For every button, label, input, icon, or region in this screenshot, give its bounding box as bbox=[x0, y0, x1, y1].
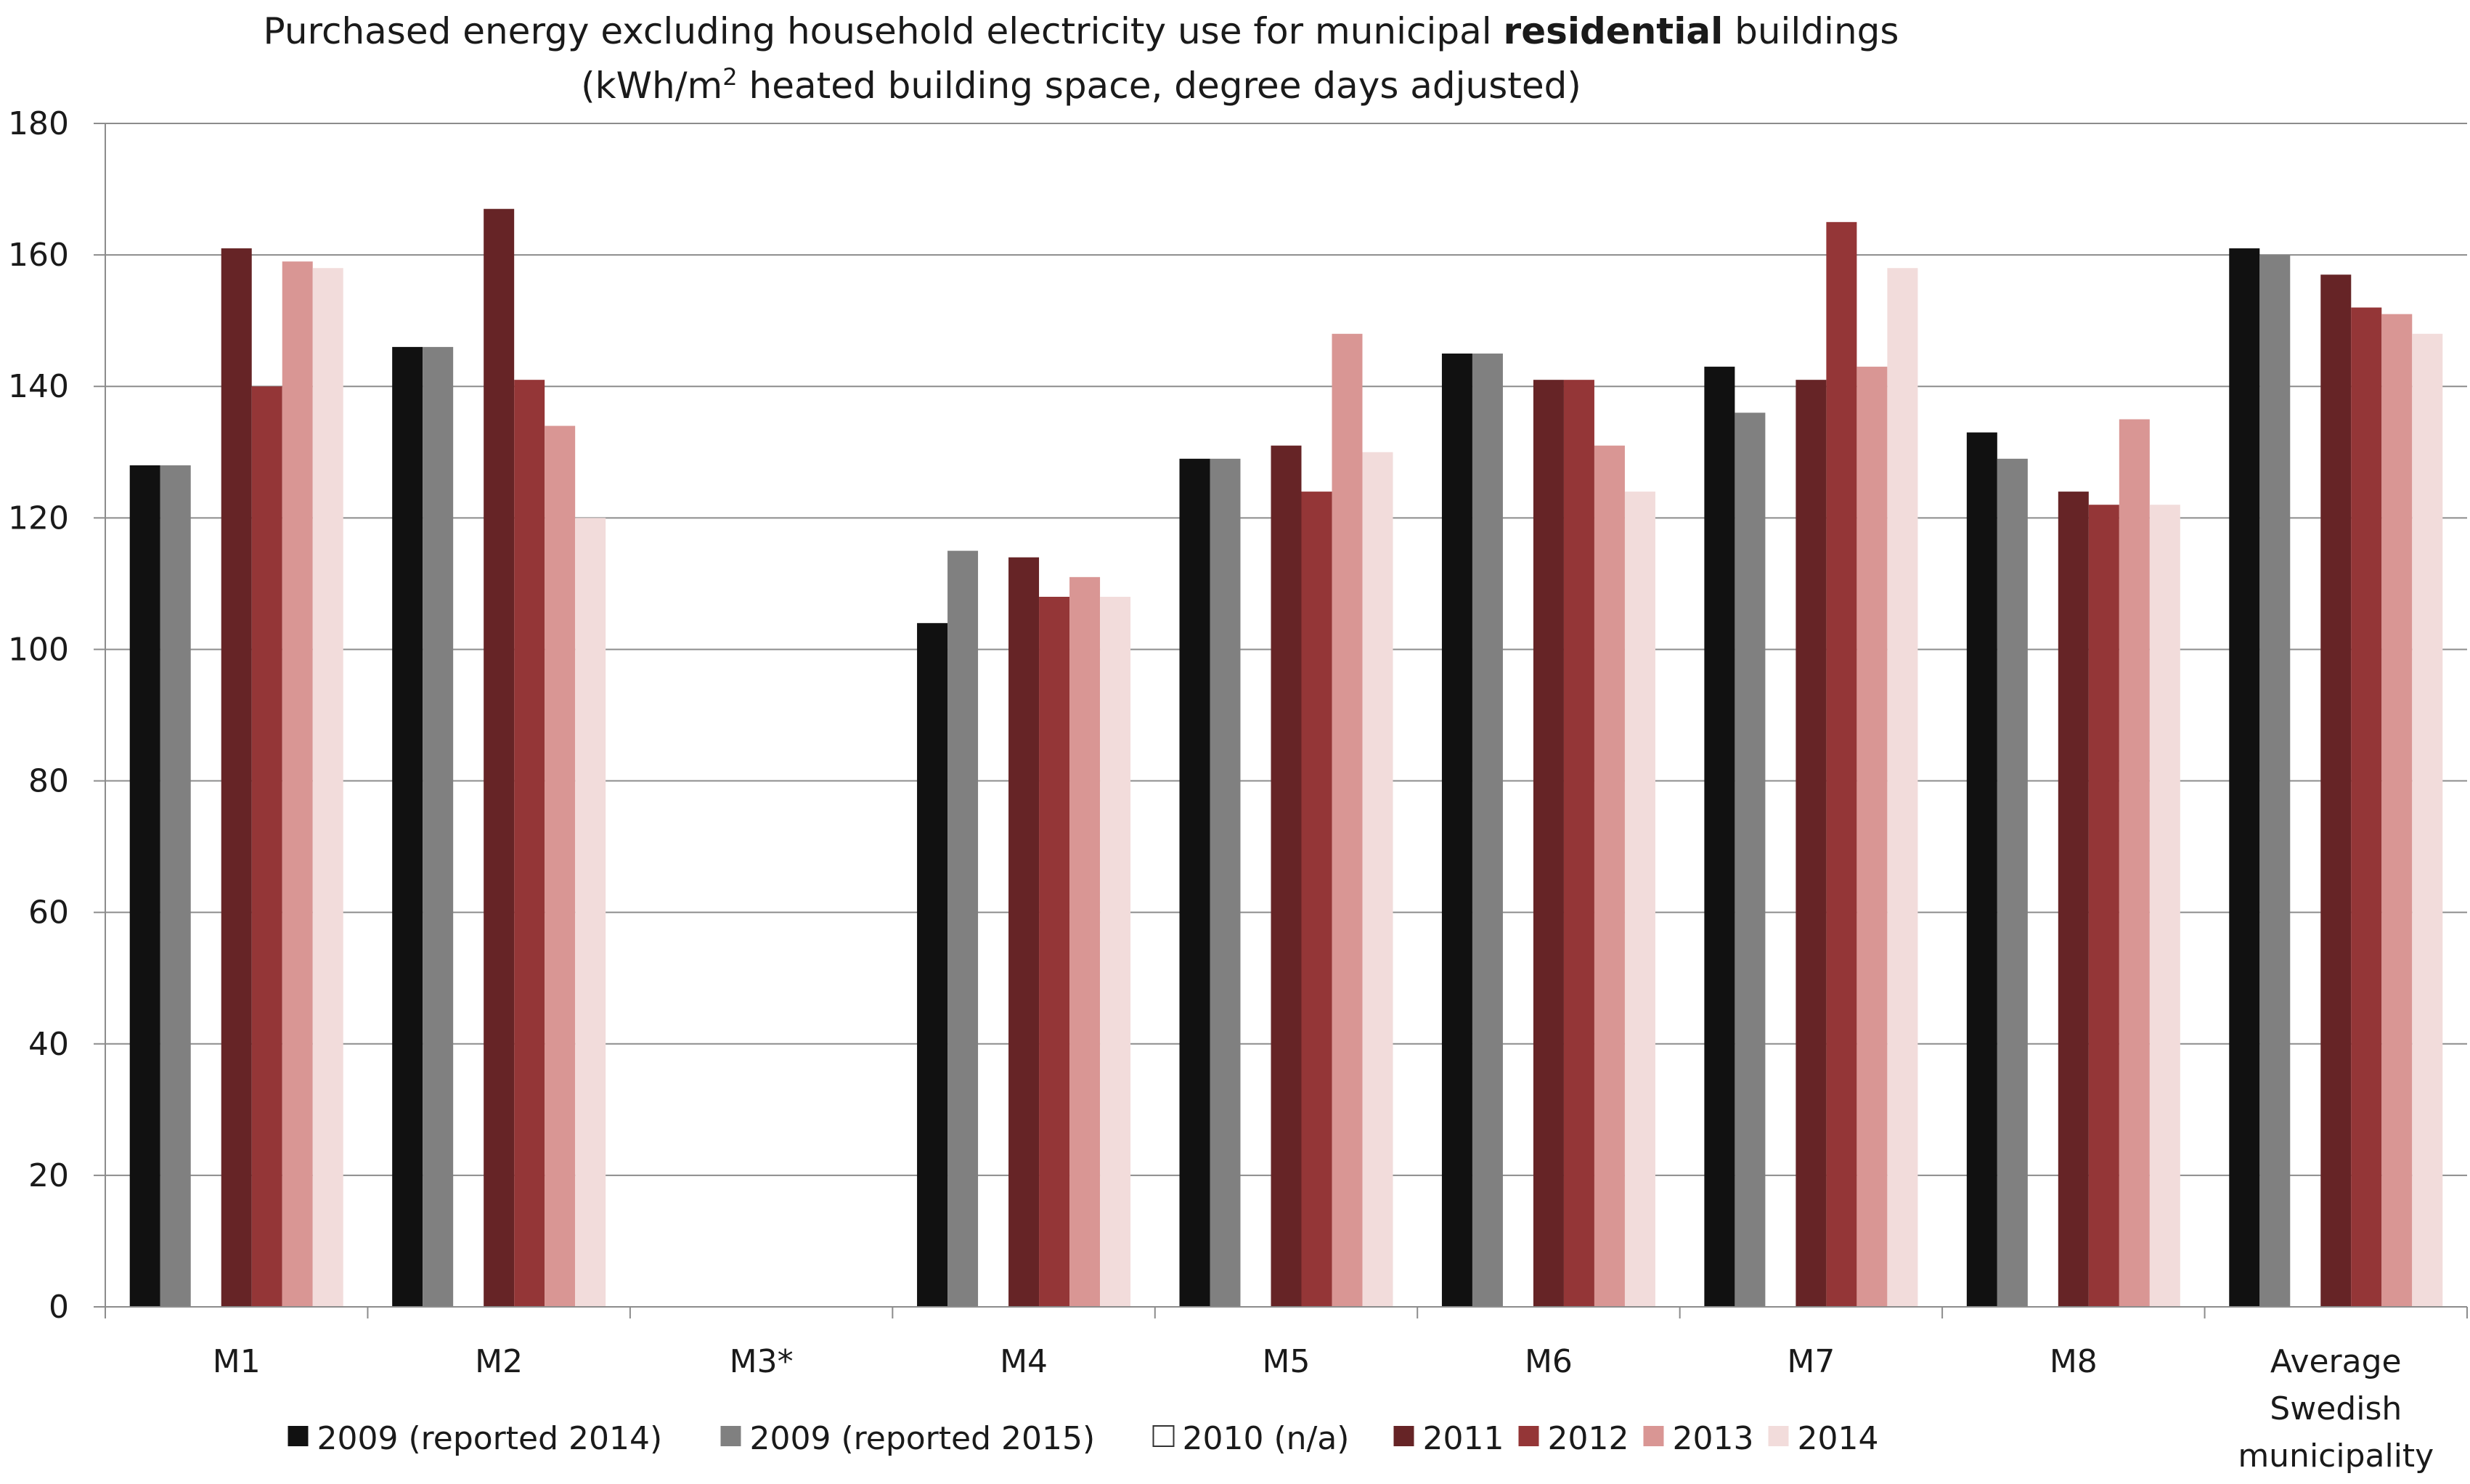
bar-m2-2012 bbox=[514, 380, 545, 1307]
chart-title-line1: Purchased energy excluding household ele… bbox=[264, 10, 1899, 52]
bar-m5-2009-reported-2014 bbox=[1179, 458, 1210, 1308]
bar-m7-2014 bbox=[1887, 268, 1918, 1308]
bar-m2-2009-reported-2014 bbox=[392, 346, 423, 1307]
bar-m6-2012 bbox=[1563, 380, 1594, 1307]
bar-m6-2009-reported-2014 bbox=[1441, 353, 1472, 1307]
legend-label-2013: 2013 bbox=[1673, 1420, 1754, 1457]
bar-average-swedish-municipality-2009-reported-2014 bbox=[2229, 248, 2260, 1307]
bar-m8-2014 bbox=[2149, 505, 2180, 1308]
bar-m7-2011 bbox=[1796, 380, 1827, 1307]
bar-m6-2014 bbox=[1624, 492, 1655, 1307]
legend-label-2012: 2012 bbox=[1548, 1420, 1629, 1457]
bar-m8-2009-reported-2015 bbox=[1997, 458, 2028, 1308]
x-category-label-average-swedish-municipality-line2: Swedish bbox=[2270, 1390, 2402, 1427]
chart-title-line2: (kWh/m2 heated building space, degree da… bbox=[581, 63, 1581, 107]
x-category-label-m5: M5 bbox=[1263, 1343, 1311, 1380]
bar-m4-2013 bbox=[1069, 576, 1101, 1307]
legend-label-2011: 2011 bbox=[1423, 1420, 1504, 1457]
x-category-labels: M1 M2 M3* M4 M5 M6 M7 M8 Average Swedish municipal… bbox=[213, 1343, 2434, 1475]
bar-m8-2009-reported-2014 bbox=[1966, 432, 1997, 1307]
bar-average-swedish-municipality-2012 bbox=[2351, 307, 2382, 1307]
x-category-label-average-swedish-municipality-line3: municipality bbox=[2238, 1438, 2434, 1475]
legend-label-2014: 2014 bbox=[1798, 1420, 1879, 1457]
y-tick-label-60: 60 bbox=[28, 894, 69, 931]
bar-m4-2009-reported-2014 bbox=[917, 623, 948, 1307]
bar-m5-2014 bbox=[1362, 452, 1393, 1307]
bar-m4-2014 bbox=[1100, 597, 1131, 1307]
bar-m5-2013 bbox=[1332, 333, 1363, 1307]
legend-swatch-2010-n-a bbox=[1152, 1425, 1175, 1447]
bar-m8-2012 bbox=[2088, 505, 2119, 1308]
bar-m2-2009-reported-2015 bbox=[423, 346, 454, 1307]
legend-swatch-2009-reported-2014 bbox=[288, 1426, 309, 1446]
y-tick-label-160: 160 bbox=[8, 237, 69, 274]
x-category-label-m8: M8 bbox=[2050, 1343, 2098, 1380]
bar-m2-2014 bbox=[575, 518, 606, 1308]
x-category-label-m4: M4 bbox=[1000, 1343, 1048, 1380]
bar-average-swedish-municipality-2013 bbox=[2381, 314, 2413, 1308]
legend-swatch-2011 bbox=[1393, 1426, 1414, 1446]
y-tick-label-140: 140 bbox=[8, 368, 69, 405]
bar-m8-2013 bbox=[2119, 419, 2150, 1307]
bar-m1-2012 bbox=[251, 386, 282, 1308]
y-tick-label-80: 80 bbox=[28, 763, 69, 800]
y-tick-label-120: 120 bbox=[8, 500, 69, 537]
legend: 2009 (reported 2014) 2009 (reported 2015)… bbox=[288, 1420, 1879, 1457]
x-category-label-average-swedish-municipality-line1: Average bbox=[2270, 1343, 2402, 1380]
y-tick-labels: 0 20 40 60 80 100 120 140 160 180 bbox=[8, 105, 69, 1326]
axes bbox=[94, 123, 2468, 1318]
bar-m1-2011 bbox=[221, 248, 252, 1307]
legend-swatch-2014 bbox=[1768, 1426, 1789, 1446]
x-category-label-m7: M7 bbox=[1787, 1343, 1835, 1380]
x-category-label-m1: M1 bbox=[213, 1343, 261, 1380]
legend-swatch-2013 bbox=[1643, 1426, 1664, 1446]
bar-m6-2011 bbox=[1533, 380, 1564, 1307]
bar-m7-2012 bbox=[1826, 221, 1857, 1307]
bar-m7-2009-reported-2015 bbox=[1735, 412, 1766, 1307]
bar-m2-2011 bbox=[484, 208, 515, 1308]
bar-average-swedish-municipality-2009-reported-2015 bbox=[2259, 255, 2291, 1308]
x-category-label-m6: M6 bbox=[1525, 1343, 1573, 1380]
bar-m1-2014 bbox=[312, 268, 343, 1308]
bar-m1-2009-reported-2014 bbox=[129, 465, 160, 1307]
legend-label-2009-reported-2015: 2009 (reported 2015) bbox=[750, 1420, 1096, 1457]
y-tick-label-180: 180 bbox=[8, 105, 69, 142]
x-category-label-m3: M3* bbox=[730, 1343, 794, 1380]
y-tick-label-20: 20 bbox=[28, 1157, 69, 1194]
bars bbox=[129, 208, 2443, 1308]
bar-m6-2013 bbox=[1594, 445, 1625, 1308]
legend-swatch-2009-reported-2015 bbox=[720, 1426, 741, 1446]
bar-m6-2009-reported-2015 bbox=[1472, 353, 1503, 1307]
bar-m4-2011 bbox=[1008, 557, 1040, 1307]
y-tick-label-0: 0 bbox=[49, 1289, 69, 1326]
bar-m4-2012 bbox=[1039, 597, 1070, 1307]
bar-m5-2012 bbox=[1301, 492, 1332, 1307]
y-tick-label-100: 100 bbox=[8, 631, 69, 668]
bar-m5-2011 bbox=[1271, 445, 1302, 1308]
bar-m7-2009-reported-2014 bbox=[1704, 367, 1735, 1307]
legend-label-2010-n-a: 2010 (n/a) bbox=[1183, 1420, 1350, 1457]
legend-swatch-2012 bbox=[1518, 1426, 1539, 1446]
bar-average-swedish-municipality-2011 bbox=[2320, 274, 2352, 1307]
bar-m2-2013 bbox=[545, 425, 576, 1307]
legend-label-2009-reported-2014: 2009 (reported 2014) bbox=[317, 1420, 663, 1457]
bar-m7-2013 bbox=[1856, 367, 1888, 1307]
y-tick-label-40: 40 bbox=[28, 1026, 69, 1063]
bar-m1-2013 bbox=[282, 261, 313, 1308]
x-category-label-m2: M2 bbox=[475, 1343, 523, 1380]
bar-m1-2009-reported-2015 bbox=[160, 465, 191, 1307]
bar-m4-2009-reported-2015 bbox=[947, 550, 979, 1307]
bar-m5-2009-reported-2015 bbox=[1210, 458, 1241, 1308]
bar-m8-2011 bbox=[2058, 492, 2089, 1307]
bar-average-swedish-municipality-2014 bbox=[2412, 333, 2443, 1307]
